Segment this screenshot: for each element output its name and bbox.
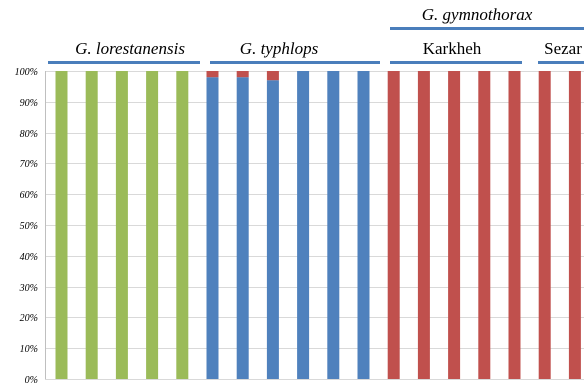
bar-segment <box>206 77 219 379</box>
bar-segment <box>357 71 370 379</box>
bar-segment <box>297 71 310 379</box>
y-tick-label: 0% <box>25 375 38 385</box>
grid-lines <box>45 71 584 380</box>
group-labels: G. lorestanensis G. typhlops G. gymnothora… <box>48 5 584 64</box>
group-label: G. lorestanensis <box>75 39 185 58</box>
y-tick-label: 30% <box>19 283 38 294</box>
y-tick-label: 70% <box>20 159 38 170</box>
bar-segment <box>568 71 581 379</box>
bar-segment <box>115 71 128 379</box>
y-tick-label: 20% <box>20 313 38 324</box>
y-tick-label: 50% <box>20 221 38 232</box>
bar-segment <box>327 71 340 379</box>
bar-segment <box>55 71 68 379</box>
y-tick-label: 90% <box>20 98 38 109</box>
bar-segment <box>266 80 279 379</box>
y-axis: 0% 10% 20% 30% 40% 50% 60% 70% 80% 90% 100% <box>15 67 46 385</box>
bar-segment <box>448 71 461 379</box>
y-tick-label: 100% <box>15 67 38 78</box>
bar-segment <box>538 71 551 379</box>
bar-segment <box>146 71 159 379</box>
group-label: Sezar <box>544 39 582 58</box>
bar-segment <box>478 71 491 379</box>
bar-segment <box>236 71 249 78</box>
bar-segment <box>266 71 279 81</box>
group-label: G. typhlops <box>240 39 319 58</box>
bar-segment <box>387 71 400 379</box>
y-tick-label: 40% <box>20 252 38 263</box>
bar-segment <box>85 71 98 379</box>
y-tick-label: 10% <box>20 344 38 355</box>
bar-segment <box>176 71 189 379</box>
y-tick-label: 80% <box>20 129 38 140</box>
bar-segment <box>417 71 430 379</box>
group-label: G. gymnothorax <box>422 5 533 24</box>
bars <box>55 71 581 379</box>
bar-segment <box>508 71 521 379</box>
y-tick-label: 60% <box>20 190 38 201</box>
group-label: Karkheh <box>423 39 482 58</box>
bar-segment <box>236 77 249 379</box>
bar-segment <box>206 71 219 78</box>
